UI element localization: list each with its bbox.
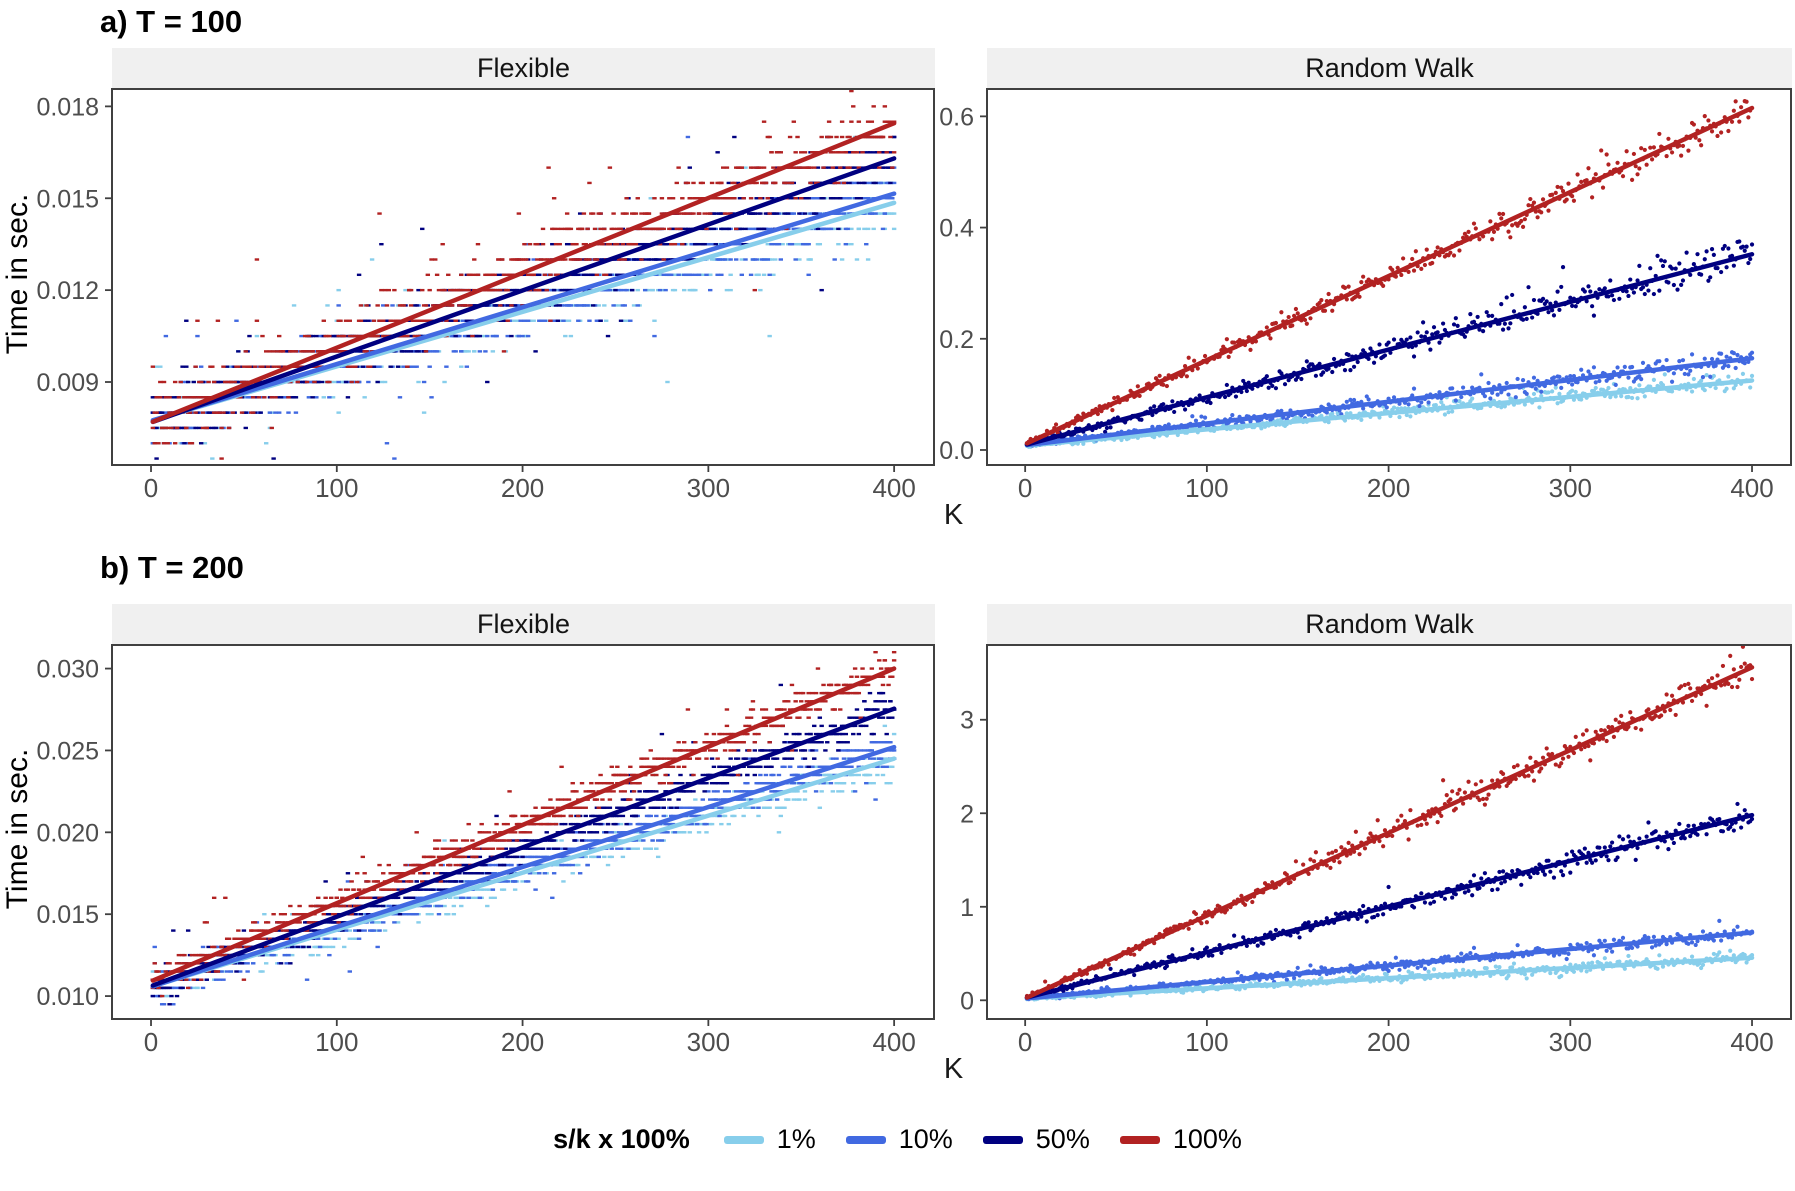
plot-canvas-t200-random-walk: [935, 644, 1792, 1054]
row-t200: Time in sec. Flexible Random Walk: [0, 604, 1795, 1054]
x-axis-title-t100: K: [112, 500, 1795, 532]
plot-canvas-t100-random-walk: [935, 88, 1792, 500]
row-t100: Time in sec. Flexible Random Walk: [0, 48, 1795, 500]
facet-strip-t100-flexible: Flexible: [112, 48, 935, 88]
legend-label: 100%: [1172, 1124, 1242, 1154]
y-axis-title-t200: Time in sec.: [0, 604, 36, 1054]
facet-title: Flexible: [476, 608, 571, 639]
legend: s/k x 100% 1% 10% 50% 100%: [0, 1124, 1795, 1155]
panel-t200-random-walk: Random Walk: [935, 604, 1792, 1054]
plot-canvas-t100-flexible: [36, 88, 935, 500]
legend-label: 1%: [776, 1124, 816, 1154]
legend-label: 50%: [1035, 1124, 1090, 1154]
legend-swatch-1pct-icon: [723, 1135, 764, 1144]
legend-swatch-10pct-icon: [845, 1135, 886, 1144]
facet-strip-t200-flexible: Flexible: [112, 604, 935, 644]
legend-title: s/k x 100%: [553, 1124, 690, 1154]
facet-title: Random Walk: [1305, 608, 1474, 639]
panel-t200-flexible: Flexible: [36, 604, 935, 1054]
legend-item-1pct: 1%: [723, 1124, 816, 1155]
legend-item-10pct: 10%: [845, 1124, 953, 1155]
legend-item-100pct: 100%: [1119, 1124, 1242, 1155]
section-b-title: b) T = 200: [100, 550, 244, 585]
facet-strip-t200-random-walk: Random Walk: [987, 604, 1792, 644]
y-axis-title-text: Time in sec.: [1, 748, 34, 910]
legend-swatch-100pct-icon: [1119, 1135, 1160, 1144]
x-axis-title-text: K: [943, 1053, 964, 1085]
legend-item-50pct: 50%: [982, 1124, 1090, 1155]
y-axis-title-t100: Time in sec.: [0, 48, 36, 500]
panel-t100-random-walk: Random Walk: [935, 48, 1792, 500]
legend-label: 10%: [898, 1124, 953, 1154]
x-axis-title-text: K: [943, 499, 964, 531]
facet-title: Random Walk: [1305, 52, 1474, 83]
plot-canvas-t200-flexible: [36, 644, 935, 1054]
panel-t100-flexible: Flexible: [36, 48, 935, 500]
y-axis-title-text: Time in sec.: [1, 193, 34, 355]
facet-title: Flexible: [476, 52, 571, 83]
legend-swatch-50pct-icon: [982, 1135, 1023, 1144]
section-a-title: a) T = 100: [100, 4, 243, 39]
x-axis-title-t200: K: [112, 1054, 1795, 1086]
facet-strip-t100-random-walk: Random Walk: [987, 48, 1792, 88]
